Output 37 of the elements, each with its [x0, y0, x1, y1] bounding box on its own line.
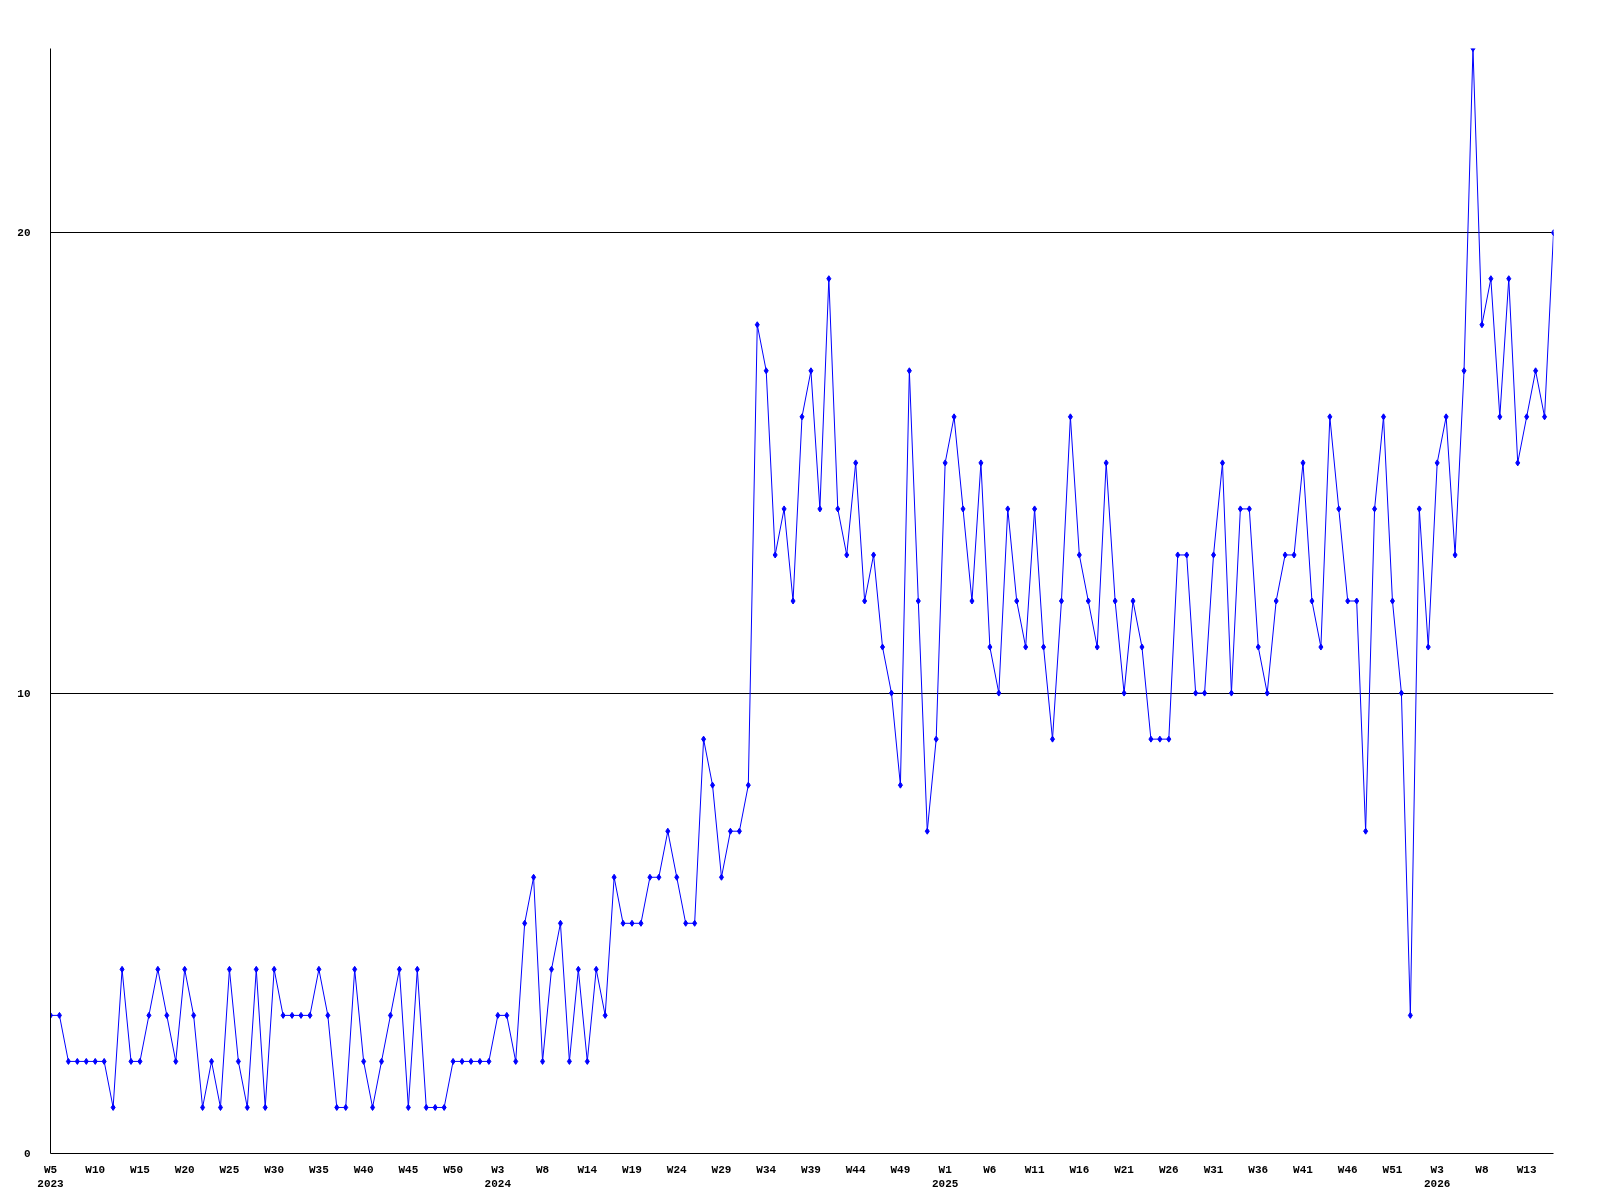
y-tick-label: 10 [17, 687, 31, 700]
x-tick-label: W39 [801, 1163, 821, 1176]
x-tick-label: W8 [535, 1163, 550, 1176]
x-tick-label: W10 [85, 1163, 106, 1176]
x-tick-label: W3 2024 [484, 1163, 512, 1190]
x-tick-label: W8 [1475, 1163, 1489, 1176]
x-tick-label: W49 [890, 1163, 911, 1176]
x-tick-label: W45 [398, 1163, 419, 1176]
x-tick-label: W20 [174, 1163, 195, 1176]
x-tick-label: W29 [711, 1163, 732, 1176]
x-tick-label: W6 [983, 1163, 997, 1176]
x-tick-label: W26 [1158, 1163, 1179, 1176]
x-tick-label: W36 [1248, 1163, 1269, 1176]
x-tick-label: W15 [130, 1163, 151, 1176]
x-tick-label: W11 [1024, 1163, 1045, 1176]
x-tick-label: W50 [443, 1163, 463, 1176]
x-tick-label: W30 [264, 1163, 285, 1176]
x-tick-label: W40 [353, 1163, 374, 1176]
x-tick-label: W31 [1203, 1163, 1224, 1176]
x-tick-label: W16 [1069, 1163, 1090, 1176]
x-tick-label: W51 [1382, 1163, 1403, 1176]
x-tick-label: W35 [308, 1163, 330, 1176]
y-tick-label: 20 [17, 227, 31, 240]
x-tick-label: W19 [622, 1163, 642, 1176]
x-tick-label: W1 2025 [931, 1163, 959, 1190]
x-tick-label: W34 [756, 1163, 777, 1176]
x-tick-label: W24 [666, 1163, 688, 1176]
x-tick-label: W14 [577, 1163, 598, 1176]
x-tick-label: W41 [1293, 1163, 1314, 1176]
x-tick-label: W25 [219, 1163, 240, 1176]
x-tick-label: W13 [1516, 1163, 1537, 1176]
x-tick-label: W21 [1114, 1163, 1135, 1176]
y-tick-label: 0 [23, 1148, 31, 1160]
x-tick-label: W3 2026 [1423, 1163, 1451, 1190]
x-tick-label: W46 [1337, 1163, 1358, 1176]
x-tick-label: W44 [845, 1163, 866, 1176]
x-tick-label: W5 2023 [37, 1163, 65, 1190]
